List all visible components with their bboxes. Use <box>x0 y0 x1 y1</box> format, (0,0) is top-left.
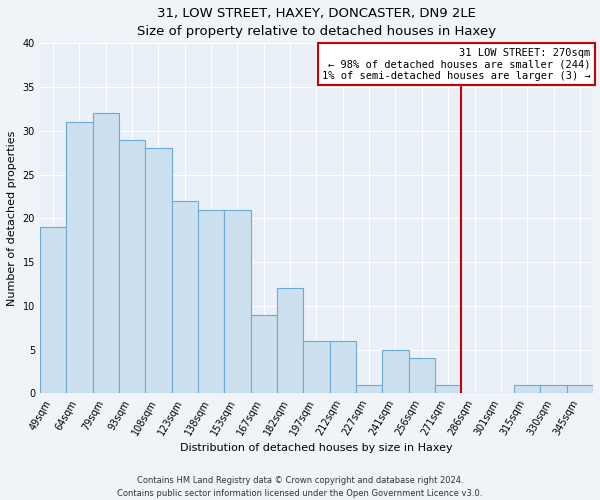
Text: Contains HM Land Registry data © Crown copyright and database right 2024.
Contai: Contains HM Land Registry data © Crown c… <box>118 476 482 498</box>
Bar <box>514 384 541 394</box>
Bar <box>435 384 461 394</box>
Bar <box>329 341 356 394</box>
Y-axis label: Number of detached properties: Number of detached properties <box>7 130 17 306</box>
Bar <box>92 114 119 394</box>
Bar <box>145 148 172 394</box>
Bar <box>277 288 303 394</box>
Bar <box>251 314 277 394</box>
Bar <box>567 384 593 394</box>
Bar <box>356 384 382 394</box>
Title: 31, LOW STREET, HAXEY, DONCASTER, DN9 2LE
Size of property relative to detached : 31, LOW STREET, HAXEY, DONCASTER, DN9 2L… <box>137 7 496 38</box>
Bar <box>409 358 435 394</box>
Text: 31 LOW STREET: 270sqm
← 98% of detached houses are smaller (244)
1% of semi-deta: 31 LOW STREET: 270sqm ← 98% of detached … <box>322 48 590 81</box>
Bar <box>40 227 66 394</box>
Bar <box>541 384 567 394</box>
Bar <box>224 210 251 394</box>
Bar <box>198 210 224 394</box>
Bar <box>66 122 92 394</box>
Bar <box>172 201 198 394</box>
Bar <box>119 140 145 394</box>
Bar <box>382 350 409 394</box>
Bar <box>303 341 329 394</box>
X-axis label: Distribution of detached houses by size in Haxey: Distribution of detached houses by size … <box>180 443 453 453</box>
